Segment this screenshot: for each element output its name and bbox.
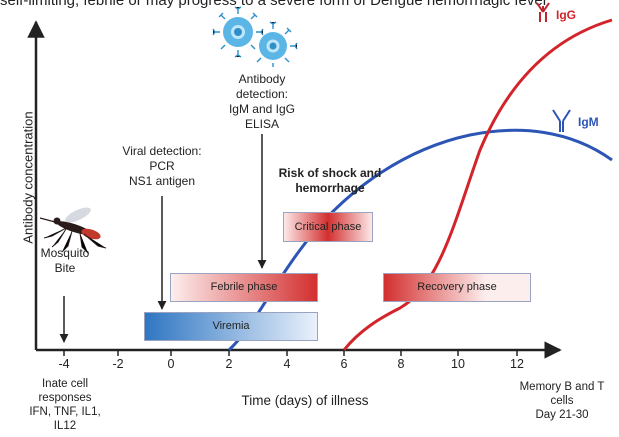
x-tick-label: -2 [103, 357, 133, 371]
note-line: responses [10, 391, 120, 405]
x-tick-label: 0 [156, 357, 186, 371]
x-tick-label: -4 [49, 357, 79, 371]
note-line: Inate cell [10, 377, 120, 391]
innate-response-note: Inate cell responses IFN, TNF, IL1, IL12 [10, 377, 120, 433]
anno-line: Mosquito [30, 246, 100, 261]
x-tick-label: 2 [214, 357, 244, 371]
b-cell-icon [213, 7, 263, 57]
anno-line: Antibody [212, 72, 312, 87]
viral-detection-label: Viral detection: PCR NS1 antigen [112, 144, 212, 189]
x-tick-label: 10 [443, 357, 473, 371]
y-axis-label: Antibody concentration [21, 98, 36, 258]
igm-antibody-icon [553, 110, 570, 132]
memory-cells-note: Memory B and T cells Day 21-30 [508, 380, 616, 422]
igg-antibody-icon [537, 3, 549, 22]
critical-phase-box: Critical phase [283, 212, 373, 242]
x-tick-label: 6 [329, 357, 359, 371]
anno-line: PCR [112, 159, 212, 174]
x-tick-label: 8 [386, 357, 416, 371]
anno-line: Risk of shock and [270, 166, 390, 181]
viremia-box: Viremia [144, 312, 318, 341]
anno-line: IgM and IgG [212, 102, 312, 117]
anno-line: NS1 antigen [112, 174, 212, 189]
x-tick-label: 12 [502, 357, 532, 371]
note-line: Memory B and T [508, 380, 616, 394]
note-line: cells [508, 394, 616, 408]
mosquito-bite-label: Mosquito Bite [30, 246, 100, 276]
igm-label: IgM [578, 115, 599, 129]
note-line: Day 21-30 [508, 408, 616, 422]
anno-line: Viral detection: [112, 144, 212, 159]
b-cell-icon [257, 22, 297, 67]
antibody-detection-label: Antibody detection: IgM and IgG ELISA [212, 72, 312, 132]
risk-of-shock-label: Risk of shock and hemorrhage [270, 166, 390, 196]
anno-line: Bite [30, 261, 100, 276]
igg-label: IgG [556, 8, 576, 22]
x-axis-title: Time (days) of illness [205, 393, 405, 408]
anno-line: ELISA [212, 117, 312, 132]
note-line: IFN, TNF, IL1, [10, 405, 120, 419]
x-tick-label: 4 [272, 357, 302, 371]
recovery-phase-box: Recovery phase [383, 273, 531, 302]
febrile-phase-box: Febrile phase [170, 273, 318, 302]
anno-line: detection: [212, 87, 312, 102]
note-line: IL12 [10, 419, 120, 433]
anno-line: hemorrhage [270, 181, 390, 196]
